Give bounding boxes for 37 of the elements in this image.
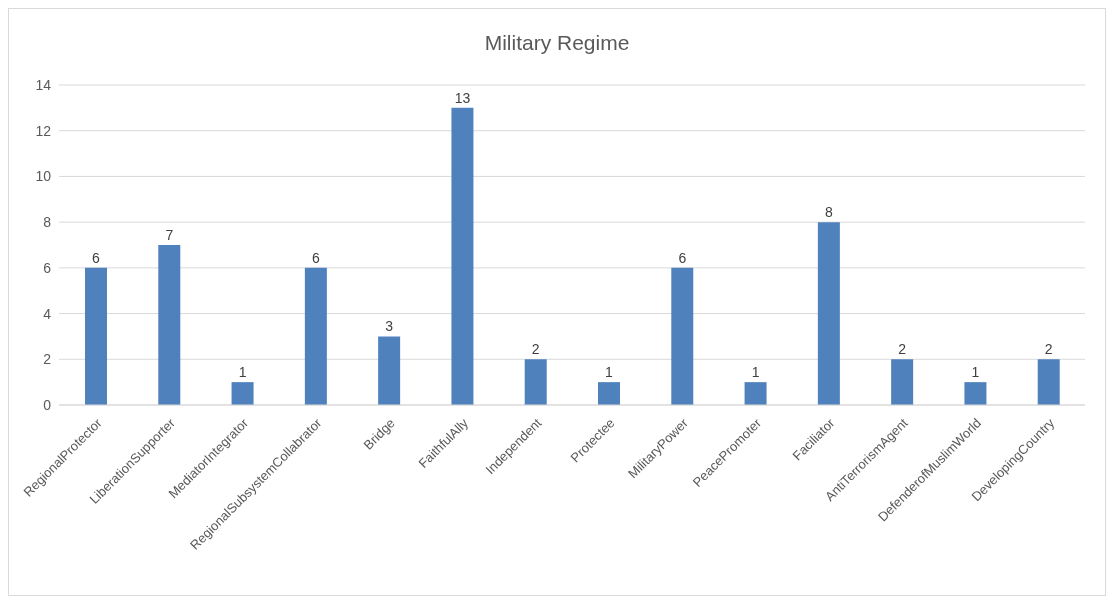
bar — [817, 222, 840, 405]
y-tick-label: 0 — [43, 396, 52, 413]
y-tick-label: 12 — [35, 122, 52, 139]
data-label: 6 — [92, 249, 101, 266]
bar — [304, 267, 327, 405]
y-tick-label: 10 — [35, 168, 52, 185]
data-label: 6 — [311, 249, 320, 266]
chart-title: Military Regime — [483, 31, 631, 55]
data-label: 6 — [678, 249, 687, 266]
data-label: 13 — [454, 89, 471, 106]
bar — [524, 359, 547, 405]
bar — [891, 359, 914, 405]
data-label: 1 — [751, 364, 760, 381]
bar — [744, 382, 767, 405]
y-tick-label: 6 — [43, 259, 52, 276]
bar — [378, 336, 401, 405]
data-label: 1 — [238, 364, 247, 381]
y-tick-label: 4 — [43, 305, 52, 322]
data-label: 2 — [531, 341, 540, 358]
data-label: 1 — [971, 364, 980, 381]
bar — [964, 382, 987, 405]
y-tick-label: 2 — [43, 351, 52, 368]
bar — [1037, 359, 1060, 405]
bar — [451, 107, 474, 405]
data-label: 7 — [165, 227, 174, 243]
bar — [85, 267, 107, 405]
y-tick-label: 8 — [43, 214, 52, 231]
data-label: 2 — [1044, 341, 1053, 358]
data-label: 3 — [385, 318, 394, 335]
data-label: 1 — [605, 364, 614, 381]
data-label: 8 — [824, 204, 833, 221]
bar — [671, 267, 694, 405]
y-tick-label: 14 — [35, 76, 52, 93]
bar — [158, 245, 181, 405]
bar — [598, 382, 620, 405]
bar — [231, 382, 254, 405]
data-label: 2 — [898, 341, 907, 358]
